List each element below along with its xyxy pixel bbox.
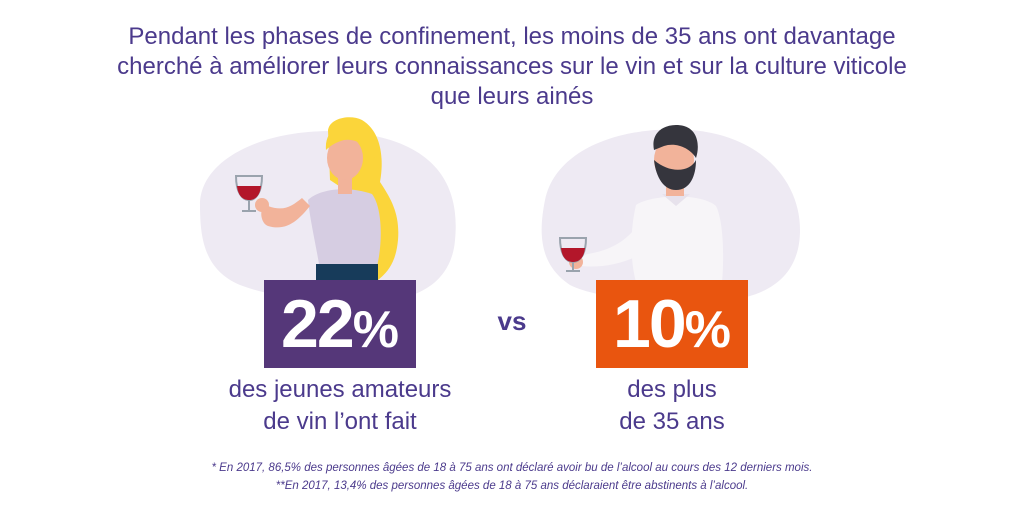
man-illustration (558, 125, 724, 282)
young-caption-line-1: des jeunes amateurs (228, 376, 452, 403)
young-stat-value: 22 (281, 286, 355, 362)
footnotes: * En 2017, 86,5% des personnes âgées de … (60, 459, 964, 495)
footnote-2: **En 2017, 13,4% des personnes âgées de … (275, 480, 749, 492)
old-stat-box: 10% (596, 280, 748, 368)
old-caption: des plus de 35 ans (522, 374, 822, 438)
young-stat-percent-sign: % (352, 301, 399, 359)
old-stat-value: 10 (613, 286, 687, 362)
old-stat-percent-sign: % (684, 301, 731, 359)
vs-label: vs (497, 306, 527, 336)
old-caption-line-1: des plus (627, 376, 717, 403)
young-caption: des jeunes amateurs de vin l’ont fait (190, 374, 490, 438)
young-caption-line-2: de vin l’ont fait (263, 408, 417, 435)
footnote-1: * En 2017, 86,5% des personnes âgées de … (211, 462, 813, 474)
headline: Pendant les phases de confinement, les m… (60, 22, 964, 112)
headline-line-1: Pendant les phases de confinement, les m… (128, 23, 896, 50)
headline-line-2: cherché à améliorer leurs connaissances … (117, 53, 907, 80)
headline-line-3: que leurs ainés (430, 83, 594, 110)
old-caption-line-2: de 35 ans (619, 408, 725, 435)
young-stat-box: 22% (264, 280, 416, 368)
woman-illustration (234, 117, 399, 282)
